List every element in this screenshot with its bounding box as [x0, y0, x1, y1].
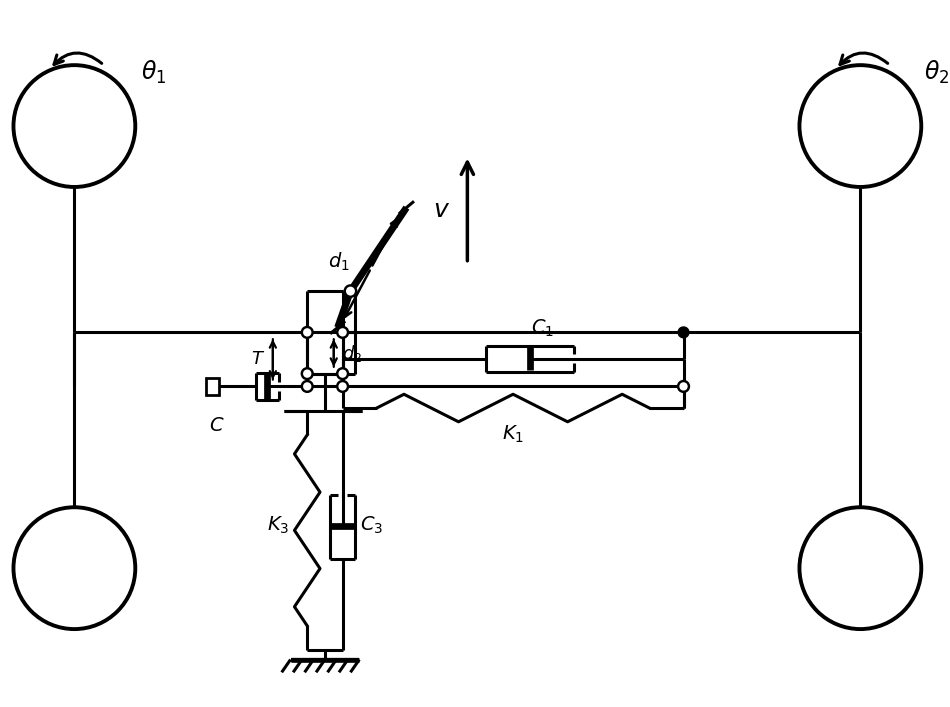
Bar: [206, 378, 219, 395]
Text: $C$: $C$: [209, 416, 224, 435]
Text: $d_1$: $d_1$: [328, 251, 350, 274]
Circle shape: [337, 368, 348, 379]
Text: $T$: $T$: [251, 351, 265, 368]
Text: $C_3$: $C_3$: [360, 515, 384, 536]
Circle shape: [302, 368, 313, 379]
Text: $\theta_2$: $\theta_2$: [924, 59, 950, 86]
Circle shape: [302, 327, 313, 338]
Circle shape: [302, 381, 313, 392]
Text: $K_3$: $K_3$: [267, 515, 290, 536]
Circle shape: [337, 327, 348, 338]
Circle shape: [345, 286, 356, 297]
Circle shape: [678, 381, 689, 392]
Circle shape: [678, 327, 689, 338]
Text: $d_2$: $d_2$: [342, 342, 362, 363]
Circle shape: [337, 381, 348, 392]
Text: $K_1$: $K_1$: [502, 423, 524, 445]
Text: $\theta_1$: $\theta_1$: [142, 59, 166, 86]
Text: $C_1$: $C_1$: [531, 318, 554, 339]
Text: $v$: $v$: [432, 197, 449, 221]
